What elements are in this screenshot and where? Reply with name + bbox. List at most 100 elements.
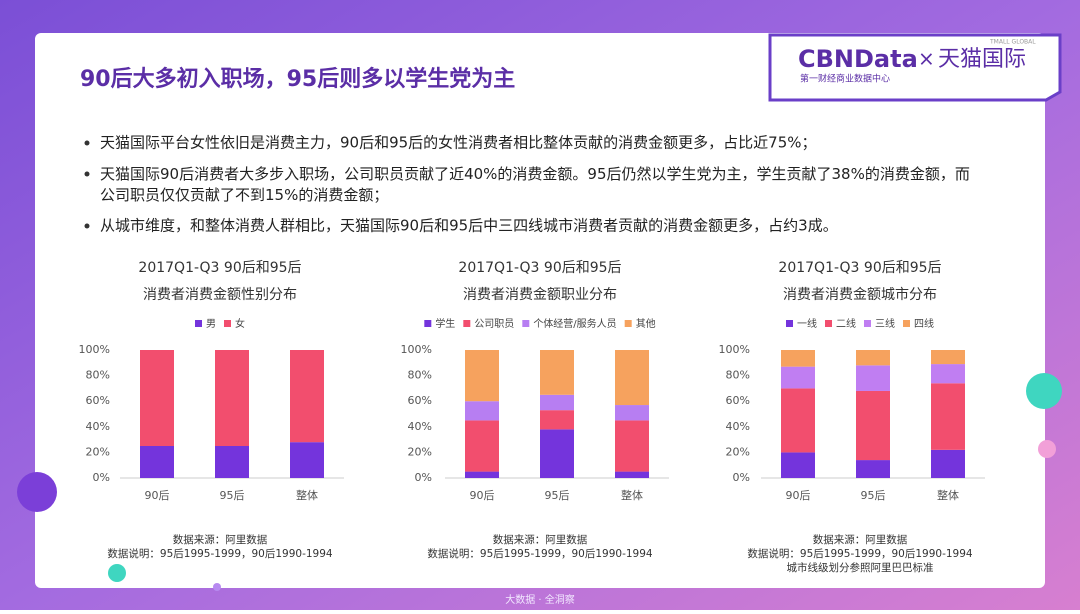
bar-segment [290,442,324,478]
x-tick-label: 90后 [145,489,170,502]
legend-swatch [195,320,202,327]
legend-label: 公司职员 [474,318,514,330]
bar-segment [465,401,499,421]
bar-segment [540,394,574,411]
legend-swatch [224,320,231,327]
bar-segment [931,350,965,365]
x-tick-label: 90后 [786,489,811,502]
y-tick-label: 20% [726,445,750,458]
x-tick-label: 95后 [861,489,886,502]
legend-label: 女 [235,317,245,330]
legend-label: 四线 [914,317,934,330]
y-tick-label: 40% [86,420,110,433]
chart-title: 消费者消费金额城市分布 [783,286,937,303]
decor [1026,373,1062,409]
logo-tab [768,33,1062,102]
y-tick-label: 60% [86,394,110,407]
logo-brand: CBNData [798,45,918,73]
footer: 大数据 · 全洞察 [505,593,575,606]
bar-segment [615,405,649,421]
decor [17,472,57,512]
legend-swatch [522,320,530,327]
bullet-dot [84,171,90,177]
y-tick-label: 60% [726,394,750,407]
bullet: 天猫国际平台女性依旧是消费主力，90后和95后的女性消费者相比整体贡献的消费金额… [100,134,817,152]
bar-segment [856,460,890,478]
note: 数据说明：95后1995-1999，90后1990-1994 [427,547,653,560]
legend-label: 学生 [435,317,455,330]
decor [213,583,221,591]
bar-segment [540,350,574,395]
x-tick-label: 90后 [470,489,495,502]
logo-partner: 天猫国际 [938,47,1026,72]
x-tick-label: 整体 [621,488,643,502]
decor [108,564,126,582]
y-tick-label: 20% [408,445,432,458]
bar-segment [465,420,499,472]
note: 城市线级划分参照阿里巴巴标准 [787,561,934,574]
bar-segment [615,420,649,472]
legend-swatch [786,320,793,327]
legend-swatch [624,320,632,327]
y-tick-label: 0% [733,471,750,484]
y-tick-label: 80% [408,369,432,382]
legend-swatch [903,320,910,327]
chart-title: 2017Q1-Q3 90后和95后 [458,260,621,276]
y-tick-label: 100% [719,343,750,356]
bar-segment [781,366,815,389]
y-tick-label: 80% [726,369,750,382]
bar-segment [781,350,815,367]
bar-segment [856,365,890,391]
note: 数据来源：阿里数据 [493,533,588,546]
y-tick-label: 40% [408,420,432,433]
y-tick-label: 80% [86,369,110,382]
bar-segment [856,390,890,461]
legend-label: 三线 [875,317,895,330]
note: 数据来源：阿里数据 [173,533,268,546]
card [35,33,1045,588]
y-tick-label: 0% [415,471,432,484]
bar-segment [781,388,815,453]
bullet: 从城市维度，和整体消费人群相比，天猫国际90后和95后中三四线城市消费者贡献的消… [100,217,838,235]
bar-segment [290,350,324,443]
decor [1038,440,1056,458]
y-tick-label: 20% [86,445,110,458]
bullet-dot [84,223,90,229]
legend-label: 其他 [636,317,656,330]
bar-segment [215,350,249,446]
bullet: 天猫国际90后消费者大多步入职场，公司职员贡献了近40%的消费金额。95后仍然以… [100,165,970,204]
chart-title: 2017Q1-Q3 90后和95后 [138,260,301,276]
legend-swatch [424,320,432,327]
logo-tag: TMALL GLOBAL [989,39,1036,46]
bar-segment [465,350,499,402]
bar-segment [465,471,499,478]
y-tick-label: 0% [93,471,110,484]
x-tick-label: 整体 [937,488,959,502]
chart-title: 2017Q1-Q3 90后和95后 [778,260,941,276]
y-tick-label: 100% [79,343,110,356]
chart-title: 消费者消费金额性别分布 [143,287,297,303]
legend-label: 男 [206,318,216,330]
logo-cross: × [918,47,935,71]
bar-segment [931,364,965,384]
bar-segment [615,350,649,406]
legend-label: 二线 [836,317,856,330]
y-tick-label: 100% [401,343,432,356]
note: 数据说明：95后1995-1999，90后1990-1994 [107,547,333,560]
bullet-dot [84,140,90,146]
bar-segment [931,383,965,450]
legend-swatch [864,320,871,327]
heading: 90后大多初入职场，95后则多以学生党为主 [80,66,515,92]
bar-segment [140,446,174,478]
legend-label: 一线 [797,317,817,330]
x-tick-label: 95后 [545,489,570,502]
bar-segment [540,429,574,478]
legend-label: 个体经营/服务人员 [533,317,616,330]
x-tick-label: 95后 [220,489,245,502]
logo-subtitle: 第一财经商业数据中心 [800,73,890,85]
legend-swatch [825,320,832,327]
legend-swatch [463,320,471,327]
note: 数据来源：阿里数据 [813,533,908,546]
